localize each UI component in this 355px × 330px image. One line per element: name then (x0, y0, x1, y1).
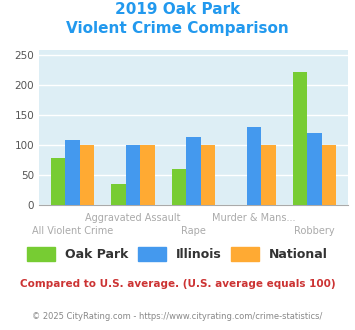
Text: © 2025 CityRating.com - https://www.cityrating.com/crime-statistics/: © 2025 CityRating.com - https://www.city… (32, 312, 323, 321)
Bar (322, 145, 337, 205)
Bar (293, 72, 307, 205)
Legend: Oak Park, Illinois, National: Oak Park, Illinois, National (22, 242, 333, 266)
Text: All Violent Crime: All Violent Crime (32, 226, 113, 236)
Text: Violent Crime Comparison: Violent Crime Comparison (66, 21, 289, 36)
Text: Compared to U.S. average. (U.S. average equals 100): Compared to U.S. average. (U.S. average … (20, 279, 335, 289)
Text: Robbery: Robbery (294, 226, 335, 236)
Text: Murder & Mans...: Murder & Mans... (212, 213, 296, 223)
Bar (261, 145, 276, 205)
Bar (111, 184, 126, 205)
Bar (247, 127, 261, 205)
Bar (172, 169, 186, 205)
Bar (201, 145, 215, 205)
Bar (307, 133, 322, 205)
Text: 2019 Oak Park: 2019 Oak Park (115, 2, 240, 16)
Bar (140, 145, 155, 205)
Bar (80, 145, 94, 205)
Bar (126, 145, 140, 205)
Bar (186, 137, 201, 205)
Text: Rape: Rape (181, 226, 206, 236)
Bar (65, 140, 80, 205)
Text: Aggravated Assault: Aggravated Assault (85, 213, 181, 223)
Bar (50, 158, 65, 205)
